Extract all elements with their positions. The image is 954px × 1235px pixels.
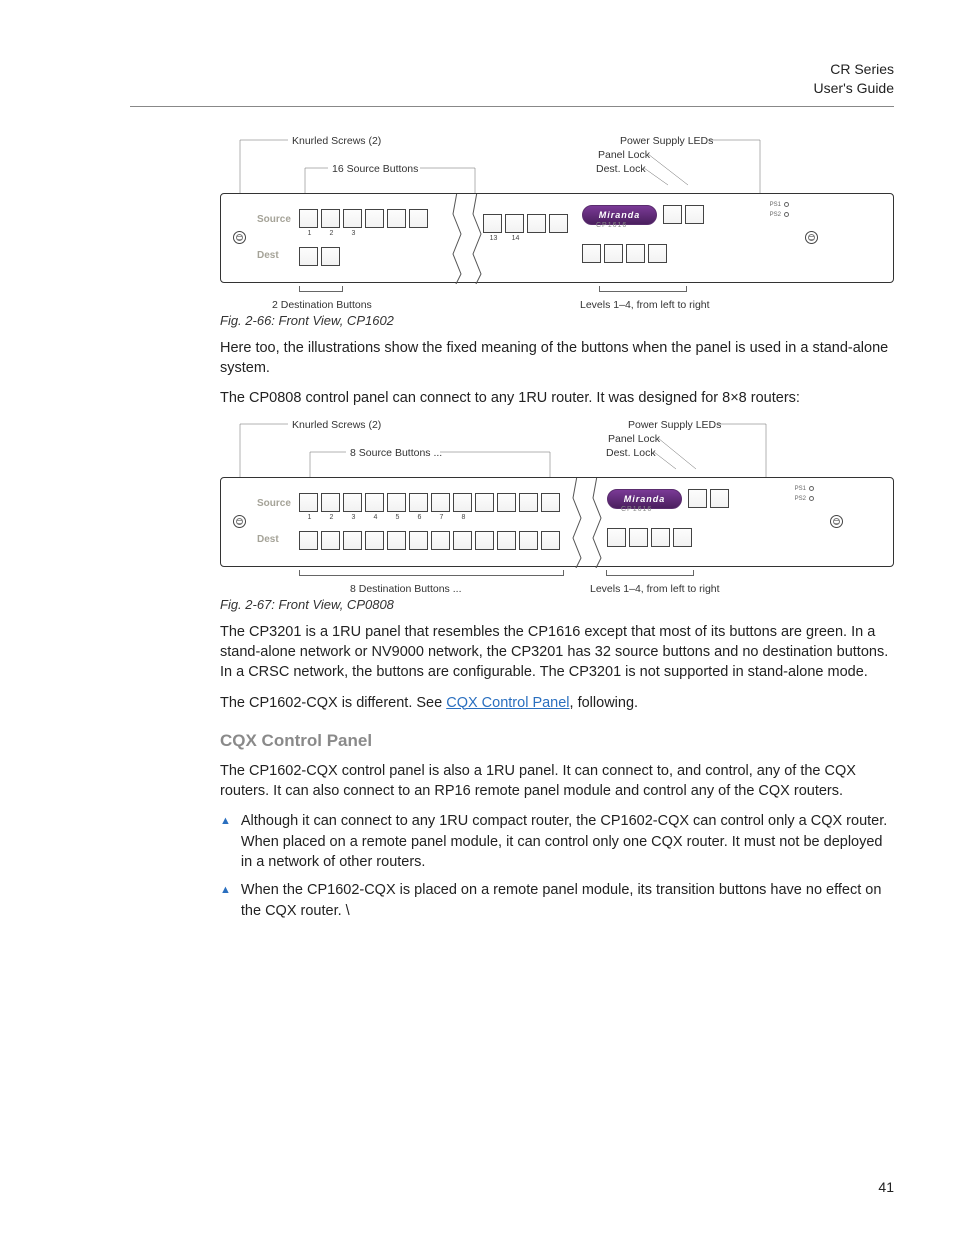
src-button: 2 [321,209,340,228]
src-button: 3 [343,209,362,228]
dest-button [409,531,428,550]
caption-dest-buttons: 8 Destination Buttons ... [350,583,461,595]
figure-caption: Fig. 2-66: Front View, CP1602 [220,313,894,328]
src-button: 5 [387,493,406,512]
panel-lock-button [688,489,707,508]
page-header: CR Series User's Guide [130,60,894,107]
src-button [475,493,494,512]
bullet-marker-icon: ▲ [220,883,231,898]
power-supply-leds: PS1 PS2 [795,484,814,504]
header-guide: User's Guide [130,79,894,98]
figure-cp0808: Knurled Screws (2) 8 Source Buttons ... … [220,419,894,591]
paragraph: The CP3201 is a 1RU panel that resembles… [220,622,894,683]
dest-button [343,531,362,550]
dest-button [365,531,384,550]
src-button [409,209,428,228]
model-label: CP1616 [596,222,627,229]
panel-break-icon [449,194,483,282]
dest-lock-button [710,489,729,508]
src-button: 7 [431,493,450,512]
dest-button [497,531,516,550]
src-button [387,209,406,228]
dest-button [519,531,538,550]
src-button: 1 [299,493,318,512]
caption-dest-buttons: 2 Destination Buttons [272,299,372,311]
panel-break-icon [569,478,603,566]
figure-caption: Fig. 2-67: Front View, CP0808 [220,597,894,612]
src-button [497,493,516,512]
page-number: 41 [878,1179,894,1195]
dest-button [321,247,340,266]
src-button: 1 [299,209,318,228]
knurl-screw-icon [805,231,818,244]
power-supply-leds: PS1 PS2 [770,200,789,220]
paragraph: The CP0808 control panel can connect to … [220,388,894,408]
dest-button [321,531,340,550]
src-button: 6 [409,493,428,512]
heading-cqx-control-panel: CQX Control Panel [220,731,894,751]
knurl-screw-icon [233,231,246,244]
dest-button [299,531,318,550]
knurl-screw-icon [830,515,843,528]
model-label: CP1616 [621,506,652,513]
level-button [629,528,648,547]
bullet-item: ▲ Although it can connect to any 1RU com… [220,811,894,872]
src-button [519,493,538,512]
label-source: Source [257,214,299,225]
src-button: 8 [453,493,472,512]
src-button [549,214,568,233]
dest-button [453,531,472,550]
panel-lock-button [663,205,682,224]
src-button [527,214,546,233]
dest-button [475,531,494,550]
dest-button [299,247,318,266]
level-button [673,528,692,547]
callout-leaders [220,419,780,477]
paragraph: The CP1602-CQX is different. See CQX Con… [220,693,894,713]
level-button [651,528,670,547]
panel-cp0808: Source Dest 1 2 3 4 5 6 7 8 [220,477,894,567]
cqx-control-panel-link[interactable]: CQX Control Panel [446,695,569,711]
dest-button [431,531,450,550]
src-button [365,209,384,228]
caption-levels: Levels 1–4, from left to right [580,299,710,311]
level-button [626,244,645,263]
src-button: 4 [365,493,384,512]
dest-lock-button [685,205,704,224]
caption-levels: Levels 1–4, from left to right [590,583,720,595]
dest-button [541,531,560,550]
src-button: 3 [343,493,362,512]
src-button: 2 [321,493,340,512]
src-button: 13 [483,214,502,233]
level-button [604,244,623,263]
level-button [607,528,626,547]
dest-button [387,531,406,550]
bullet-item: ▲ When the CP1602-CQX is placed on a rem… [220,880,894,921]
header-series: CR Series [130,60,894,79]
bullet-marker-icon: ▲ [220,814,231,829]
paragraph: Here too, the illustrations show the fix… [220,338,894,379]
label-dest: Dest [257,250,299,261]
panel-cp1602: Source Dest 1 2 3 [220,193,894,283]
figure-cp1602: Knurled Screws (2) 16 Source Buttons Pow… [220,135,894,307]
src-button [541,493,560,512]
src-button: 14 [505,214,524,233]
label-dest: Dest [257,534,299,545]
level-button [648,244,667,263]
knurl-screw-icon [233,515,246,528]
label-source: Source [257,498,299,509]
level-button [582,244,601,263]
callout-leaders [220,135,780,193]
paragraph: The CP1602-CQX control panel is also a 1… [220,761,894,802]
